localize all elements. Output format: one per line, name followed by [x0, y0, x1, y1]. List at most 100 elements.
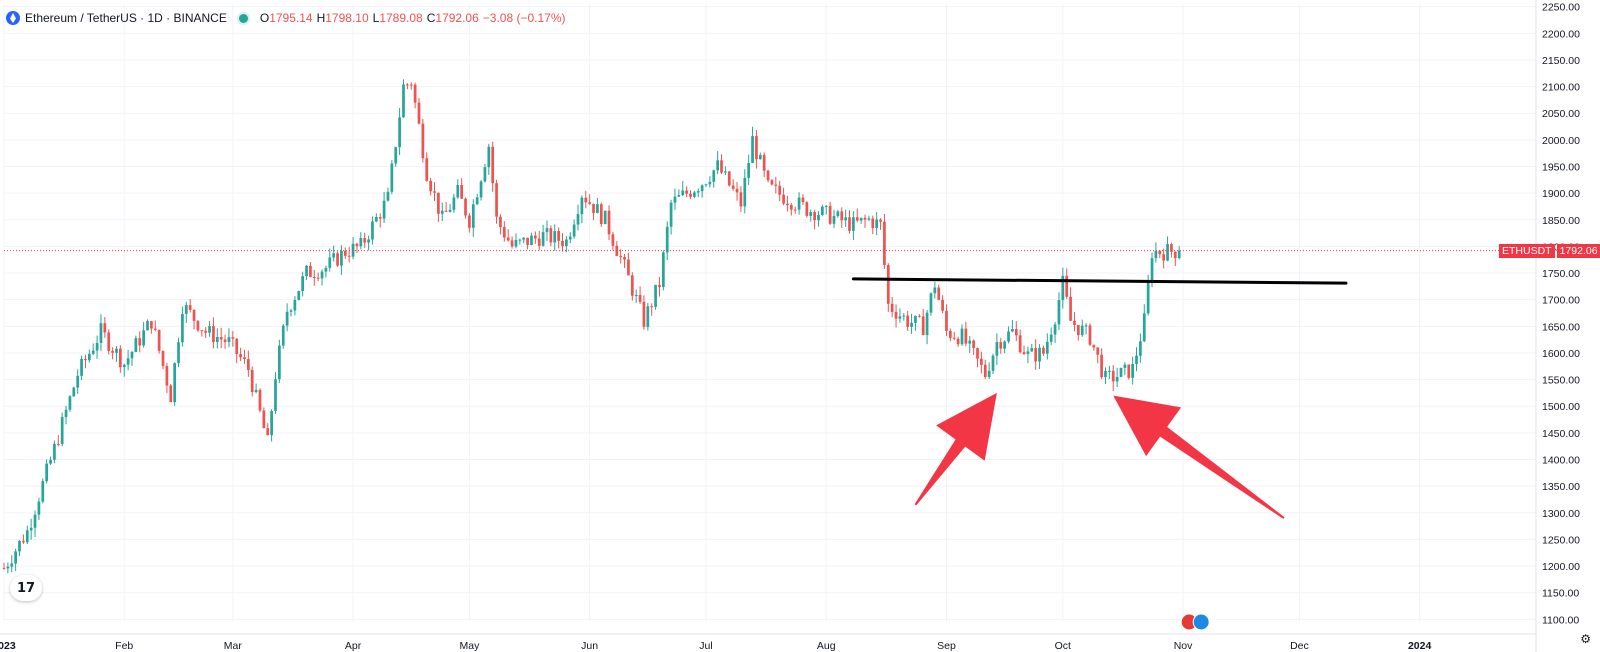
- candle-body: [983, 364, 987, 377]
- candle-body: [1119, 367, 1123, 377]
- candle-body: [921, 316, 925, 336]
- candle-body: [41, 481, 45, 502]
- candle-body: [995, 342, 999, 356]
- candle-body: [960, 328, 964, 345]
- time-tick-label: Feb: [115, 640, 133, 652]
- candle-body: [1146, 281, 1150, 314]
- candle-body: [1170, 244, 1173, 252]
- candle-body: [883, 221, 886, 265]
- price-tick-label: 1450.00: [1542, 428, 1580, 440]
- candle-body: [506, 237, 510, 241]
- candle-body: [126, 358, 130, 365]
- candle-body: [522, 237, 526, 240]
- candle-body: [378, 217, 382, 219]
- candle-body: [502, 227, 506, 238]
- candle-body: [817, 214, 820, 221]
- candle-body: [227, 337, 231, 343]
- time-tick-label: Aug: [817, 640, 836, 652]
- price-tick-label: 1150.00: [1542, 588, 1579, 600]
- settings-gear-icon[interactable]: ⚙: [1580, 632, 1591, 646]
- candle-body: [429, 180, 432, 192]
- candle-body: [991, 355, 995, 371]
- economic-event-icon: [1192, 613, 1210, 631]
- candle-body: [18, 540, 21, 552]
- candle-body: [592, 203, 595, 214]
- candle-body: [596, 204, 599, 214]
- candle-body: [68, 396, 72, 410]
- candle-body: [708, 181, 712, 185]
- symbol-legend: Ethereum / TetherUS · 1D · BINANCE O 1795…: [6, 9, 566, 27]
- candle-body: [867, 218, 871, 220]
- change-value: −3.08 (−0.17%): [482, 11, 566, 25]
- candle-body: [142, 330, 145, 346]
- candle-body: [471, 204, 475, 228]
- candle-body: [177, 342, 180, 364]
- candle-body: [25, 530, 29, 543]
- candle-body: [580, 197, 584, 215]
- candle-body: [879, 219, 882, 222]
- candle-body: [809, 212, 813, 216]
- candle-body: [1011, 329, 1014, 332]
- candle-body: [60, 417, 64, 445]
- candle-body: [1030, 348, 1034, 352]
- time-tick-label: Oct: [1055, 640, 1071, 652]
- price-tick-label: 2250.00: [1542, 2, 1580, 14]
- candle-body: [1166, 244, 1169, 261]
- price-tick-label: 1200.00: [1542, 561, 1580, 573]
- candle-body: [130, 351, 134, 359]
- candle-body: [863, 217, 867, 220]
- candle-body: [499, 216, 502, 228]
- candle-body: [22, 540, 25, 543]
- candle-body: [623, 256, 626, 260]
- price-tick-label: 1100.00: [1542, 614, 1579, 626]
- candle-body: [184, 305, 188, 314]
- candle-body: [1014, 329, 1018, 336]
- candle-body: [398, 117, 401, 148]
- candle-body: [619, 255, 623, 257]
- candle-body: [382, 200, 386, 219]
- candle-body: [1173, 251, 1177, 259]
- candle-body: [374, 217, 378, 222]
- candle-body: [1073, 320, 1076, 325]
- candle-body: [917, 315, 921, 317]
- tradingview-logo-icon[interactable]: 17: [10, 575, 42, 601]
- candle-body: [10, 563, 14, 567]
- candle-body: [390, 163, 394, 192]
- candle-body: [572, 224, 576, 237]
- candle-body: [258, 389, 262, 411]
- low-label: L: [372, 11, 380, 25]
- candle-body: [766, 170, 770, 181]
- candle-body: [99, 323, 103, 343]
- candle-body: [464, 198, 467, 216]
- candle-body: [452, 197, 456, 210]
- candle-body: [254, 389, 258, 392]
- candle-body: [541, 232, 545, 246]
- time-tick-label: Dec: [1290, 640, 1309, 652]
- candle-body: [1084, 325, 1088, 327]
- candle-body: [1154, 250, 1158, 259]
- candle-body: [801, 197, 805, 203]
- candle-body: [118, 348, 122, 368]
- candle-body: [1034, 348, 1038, 362]
- candle-body: [646, 306, 650, 327]
- candle-body: [599, 204, 603, 225]
- candle-body: [1115, 376, 1119, 382]
- candle-body: [336, 253, 339, 266]
- candle-body: [312, 276, 316, 278]
- candle-body: [103, 323, 107, 333]
- candle-body: [956, 338, 960, 345]
- candle-body: [363, 238, 367, 243]
- candle-body: [576, 214, 580, 225]
- symbol-title[interactable]: Ethereum / TetherUS · 1D · BINANCE: [25, 11, 227, 25]
- candle-body: [444, 210, 448, 212]
- candle-body: [328, 257, 332, 268]
- candle-body: [355, 243, 359, 247]
- candle-body: [871, 218, 875, 229]
- candle-body: [1150, 258, 1154, 282]
- candle-body: [293, 299, 297, 311]
- candle-body: [1007, 331, 1010, 342]
- candle-body: [638, 294, 642, 302]
- last-price-tag: ETHUSDT 1792.06: [1499, 243, 1600, 258]
- candle-body: [1053, 324, 1057, 335]
